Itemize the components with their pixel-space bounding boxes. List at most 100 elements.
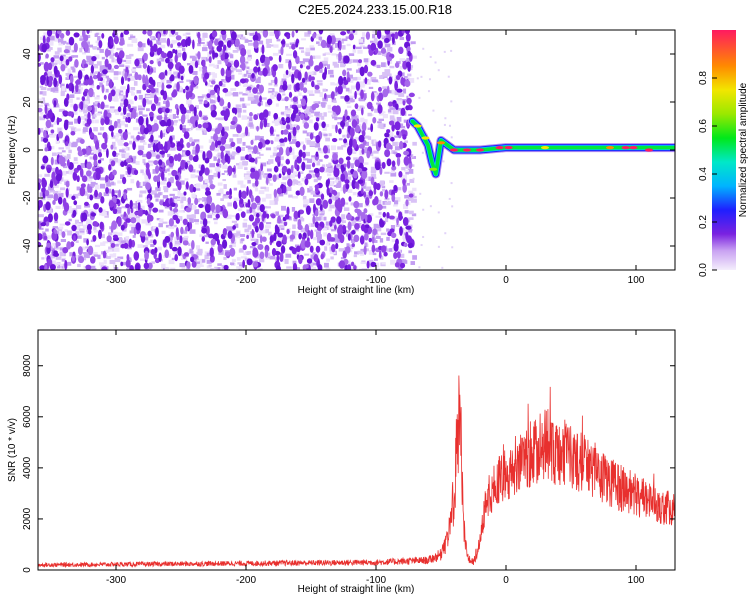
heatmap-cell	[84, 154, 88, 157]
heatmap-cell	[156, 217, 161, 221]
heatmap-cell	[211, 137, 215, 142]
heatmap-cell	[337, 225, 343, 236]
heatmap-cell	[48, 75, 54, 82]
heatmap-cell	[408, 65, 414, 68]
heatmap-cell	[246, 170, 251, 176]
heatmap-cell	[175, 212, 179, 215]
heatmap-cell	[287, 131, 292, 142]
heatmap-cell	[289, 174, 296, 179]
heatmap-cell	[47, 88, 51, 91]
heatmap-cell	[314, 229, 320, 232]
heatmap-cell	[386, 212, 390, 219]
heatmap-cell	[334, 234, 340, 240]
heatmap-cell	[331, 189, 337, 195]
heatmap-cell	[83, 34, 89, 42]
heatmap-cell	[212, 50, 216, 60]
heatmap-cell	[369, 213, 374, 216]
heatmap-cell	[120, 224, 125, 231]
heatmap-cell	[391, 123, 395, 132]
heatmap-cell	[325, 137, 331, 142]
heatmap-cell	[223, 126, 229, 131]
heatmap-cell	[398, 128, 404, 132]
heatmap-cell	[119, 132, 124, 137]
heatmap-cell	[73, 235, 76, 242]
heatmap-cell	[292, 139, 297, 144]
heatmap-cell	[182, 88, 186, 94]
heatmap-cell	[322, 72, 327, 80]
heatmap-cell	[122, 105, 127, 116]
heatmap-cell	[412, 141, 417, 146]
heatmap-cell	[366, 80, 371, 85]
heatmap-cell	[265, 228, 270, 233]
heatmap-cell	[331, 124, 338, 129]
heatmap-cell	[180, 204, 184, 209]
heatmap-cell	[360, 89, 364, 100]
heatmap-cell	[179, 103, 185, 111]
heatmap-cell	[255, 98, 260, 102]
heatmap-cell	[322, 145, 328, 154]
heatmap-cell	[222, 179, 226, 182]
heatmap-cell	[170, 176, 174, 180]
colorbar-tick-label: 0.6	[698, 119, 709, 133]
heatmap-cell	[193, 106, 197, 117]
heatmap-cell	[396, 61, 401, 64]
heatmap-cell	[54, 229, 58, 235]
heatmap-cell	[145, 240, 150, 245]
heatmap-cell	[348, 138, 353, 148]
heatmap-cell	[411, 156, 417, 159]
heatmap-cell	[276, 187, 283, 195]
heatmap-cell	[266, 213, 270, 219]
heatmap-cell	[38, 107, 43, 113]
heatmap-cell	[183, 191, 187, 196]
heatmap-cell	[169, 147, 176, 151]
heatmap-cell	[68, 206, 72, 209]
heatmap-cell	[328, 133, 332, 137]
heatmap-cell	[386, 129, 391, 134]
heatmap-cell	[361, 169, 368, 180]
heatmap-cell	[92, 166, 96, 172]
heatmap-cell	[111, 135, 116, 139]
heatmap-cell	[175, 49, 182, 53]
heatmap-cell	[195, 143, 200, 154]
heatmap-cell	[382, 88, 389, 98]
heatmap-cell	[174, 240, 181, 246]
spectrogram-x-ticks: -300 -200 -100 0 100	[106, 30, 645, 286]
heatmap-cell	[183, 252, 190, 257]
heatmap-cell	[386, 73, 392, 77]
heatmap-cell	[319, 213, 325, 216]
heatmap-cell	[127, 132, 131, 135]
heatmap-cell	[113, 64, 120, 70]
heatmap-cell	[277, 193, 284, 197]
heatmap-cell	[290, 151, 295, 155]
heatmap-cell	[72, 171, 78, 181]
heatmap-cell	[383, 251, 388, 257]
heatmap-cell	[319, 159, 323, 162]
heatmap-cell	[305, 108, 311, 112]
heatmap-cell	[364, 248, 369, 252]
heatmap-cell	[162, 221, 168, 224]
heatmap-cell	[268, 88, 273, 92]
heatmap-cell	[429, 205, 432, 208]
heatmap-cell	[195, 219, 199, 225]
heatmap-cell	[395, 187, 402, 191]
heatmap-cell	[347, 31, 354, 35]
heatmap-cell	[291, 207, 296, 212]
heatmap-cell	[259, 204, 265, 213]
heatmap-cell	[315, 252, 320, 256]
heatmap-cell	[406, 235, 412, 244]
heatmap-cell	[167, 61, 174, 70]
heatmap-cell	[303, 110, 310, 115]
heatmap-cell	[103, 65, 109, 70]
heatmap-cell	[258, 221, 264, 231]
heatmap-cell	[199, 234, 206, 238]
heatmap-cell	[331, 229, 337, 232]
heatmap-cell	[265, 193, 272, 199]
heatmap-cell	[121, 95, 127, 100]
y-tick-label: 4000	[22, 456, 33, 479]
heatmap-cell	[89, 176, 94, 179]
heatmap-cell	[240, 256, 247, 259]
heatmap-cell	[355, 46, 362, 50]
heatmap-cell	[203, 99, 208, 105]
heatmap-cell	[443, 123, 446, 126]
heatmap-cell	[209, 85, 214, 88]
